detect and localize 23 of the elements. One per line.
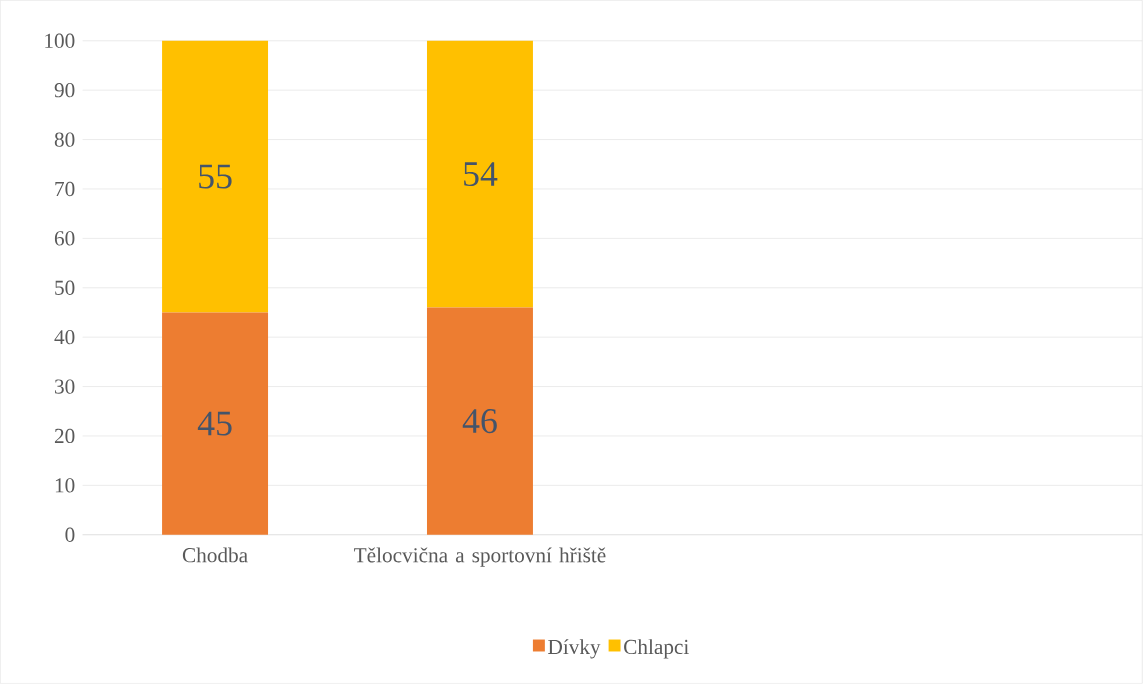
data-label: 54 xyxy=(464,162,498,187)
y-tick-label: 90 xyxy=(54,83,75,98)
y-tick-label: 80 xyxy=(54,132,75,147)
y-tick-label: 70 xyxy=(55,181,75,197)
legend-label: Dívky xyxy=(548,639,601,659)
x-tick-label: Tělocvična a sportovní hřiště xyxy=(354,547,606,567)
bar xyxy=(162,312,269,535)
y-tick-label: 40 xyxy=(54,330,75,345)
y-tick-label: 0 xyxy=(65,527,75,543)
y-tick-label: 60 xyxy=(54,231,75,246)
legend-label: Chlapci xyxy=(624,639,689,659)
y-tick-label: 50 xyxy=(55,280,75,296)
y-tick-label: 100 xyxy=(45,33,75,49)
y-tick-label: 10 xyxy=(55,478,75,493)
bar xyxy=(426,40,533,308)
data-label: 55 xyxy=(199,164,232,189)
y-tick-label: 30 xyxy=(55,379,75,394)
data-label: 46 xyxy=(462,409,497,434)
bar xyxy=(162,40,269,313)
data-label: 45 xyxy=(197,411,232,436)
y-tick-label: 20 xyxy=(54,428,75,444)
x-tick-label: Chodba xyxy=(182,547,248,563)
bar xyxy=(426,307,533,535)
